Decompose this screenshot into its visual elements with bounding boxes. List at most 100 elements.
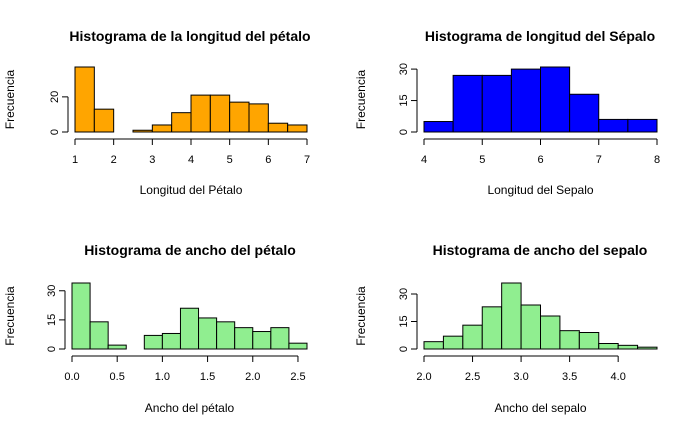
histogram-bar	[481, 306, 503, 350]
x-tick-label: 5	[227, 154, 233, 166]
histogram-panel-4: Histograma de ancho del sepalo 2.0 2.5 3.0 3…	[354, 242, 658, 415]
histogram-bar	[198, 317, 218, 350]
histogram-bar	[637, 346, 658, 350]
histogram-bar	[229, 101, 250, 133]
x-tick-label: 4.0	[611, 371, 626, 383]
x-tick-label: 0.0	[64, 371, 79, 383]
x-tick-label: 2.0	[416, 371, 431, 383]
histogram-bar	[216, 321, 236, 350]
x-tick-label: 2	[111, 154, 117, 166]
y-axis-label: Frecuencia	[3, 70, 17, 130]
x-tick-label: 3	[149, 154, 155, 166]
x-axis: 4 5 6 7 8	[421, 138, 660, 166]
chart-title: Histograma de longitud del Sépalo	[425, 28, 655, 44]
histogram-bar	[423, 121, 454, 133]
y-axis-label: Frecuencia	[354, 286, 368, 346]
chart-title: Histograma de la longitud del pétalo	[69, 28, 310, 44]
y-axis: 0 15 30	[46, 285, 66, 352]
y-axis: 0 15 30	[398, 63, 418, 135]
y-tick-label: 30	[398, 63, 410, 75]
histogram-bar	[252, 331, 272, 350]
x-axis-label: Ancho del pétalo	[145, 401, 235, 415]
histogram-bar	[462, 324, 483, 350]
histogram-bar	[442, 335, 464, 350]
histogram-bar	[71, 282, 91, 350]
histogram-bar	[288, 342, 308, 350]
histogram-bar	[107, 344, 127, 350]
y-tick-label: 0	[398, 129, 410, 135]
histogram-bar	[540, 315, 561, 350]
histogram-bar	[179, 307, 200, 350]
x-tick-label: 6	[537, 154, 543, 166]
y-tick-label: 15	[398, 94, 410, 106]
histogram-panel-2: Histograma de longitud del Sépalo 4 5 6 7 8 0 1…	[354, 28, 660, 197]
y-axis: 0 20	[49, 91, 69, 135]
y-tick-label: 30	[398, 288, 410, 300]
histogram-panel-1: Histograma de la longitud del pétalo 1 2 3 4…	[3, 28, 311, 197]
histogram-bar	[578, 332, 600, 350]
histogram-bar	[569, 93, 600, 133]
x-tick-label: 3.0	[513, 371, 528, 383]
histogram-bar	[267, 122, 289, 133]
y-tick-label: 0	[49, 129, 61, 135]
histogram-bar	[598, 118, 629, 133]
y-tick-label: 30	[46, 285, 58, 297]
y-tick-label: 15	[398, 315, 410, 327]
x-tick-label: 2.5	[465, 371, 480, 383]
x-axis-label: Longitud del Sepalo	[487, 183, 593, 197]
histogram-bar	[501, 282, 522, 350]
histogram-panel-3: Histograma de ancho del pétalo 0.0 0.5 1.0 1…	[3, 242, 308, 415]
y-axis: 0 15 30	[398, 288, 418, 352]
histogram-bar	[171, 112, 192, 133]
chart-title: Histograma de ancho del sepalo	[433, 242, 648, 258]
histogram-bar	[627, 118, 658, 133]
x-tick-label: 2.5	[290, 371, 305, 383]
histogram-bar	[248, 103, 269, 133]
histogram-bar	[190, 94, 211, 133]
histogram-bar	[209, 94, 231, 133]
y-tick-label: 20	[49, 91, 61, 103]
histogram-bar	[540, 66, 571, 133]
chart-title: Histograma de ancho del pétalo	[84, 242, 296, 258]
histogram-bar	[234, 327, 254, 350]
histogram-bar	[452, 74, 483, 133]
x-tick-label: 7	[304, 154, 310, 166]
x-tick-label: 1.0	[155, 371, 170, 383]
histogram-bar	[617, 344, 639, 350]
x-tick-label: 8	[654, 154, 660, 166]
x-axis-label: Ancho del sepalo	[494, 401, 586, 415]
histogram-bar	[151, 124, 173, 133]
x-tick-label: 3.5	[562, 371, 577, 383]
y-axis-label: Frecuencia	[3, 286, 17, 346]
histogram-bar	[161, 332, 181, 350]
y-axis-label: Frecuencia	[354, 70, 368, 130]
histogram-bar	[287, 124, 308, 133]
histogram-bar	[510, 68, 541, 133]
x-tick-label: 1.5	[200, 371, 215, 383]
histogram-bar	[598, 343, 619, 350]
histogram-bar	[423, 341, 444, 350]
x-tick-label: 0.5	[110, 371, 125, 383]
y-tick-label: 0	[398, 346, 410, 352]
x-tick-label: 1	[72, 154, 78, 166]
histogram-bar	[481, 74, 512, 133]
x-tick-label: 4	[421, 154, 427, 166]
histogram-bar	[93, 108, 115, 133]
x-axis-label: Longitud del Pétalo	[140, 183, 243, 197]
histogram-bar	[74, 66, 95, 133]
x-axis: 1 2 3 4 5 6 7	[72, 138, 310, 166]
y-tick-label: 0	[46, 346, 58, 352]
x-tick-label: 6	[265, 154, 271, 166]
x-tick-label: 4	[188, 154, 194, 166]
histogram-bar	[143, 334, 163, 350]
x-tick-label: 2.0	[245, 371, 260, 383]
x-tick-label: 5	[479, 154, 485, 166]
histogram-bar	[132, 129, 153, 133]
histogram-bar	[559, 330, 580, 350]
histogram-bar	[270, 327, 290, 350]
x-tick-label: 7	[596, 154, 602, 166]
histogram-bar	[89, 321, 109, 350]
x-axis: 0.0 0.5 1.0 1.5 2.0 2.5	[64, 355, 306, 383]
histogram-bar	[520, 304, 541, 350]
